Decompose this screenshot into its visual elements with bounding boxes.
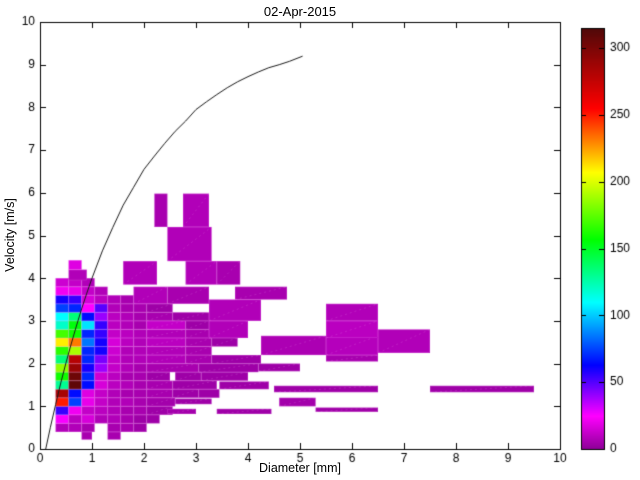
plot-title: 02-Apr-2015: [263, 4, 337, 19]
y-axis-label: Velocity [m/s]: [3, 198, 17, 272]
x-axis-label: Diameter [mm]: [259, 461, 341, 475]
